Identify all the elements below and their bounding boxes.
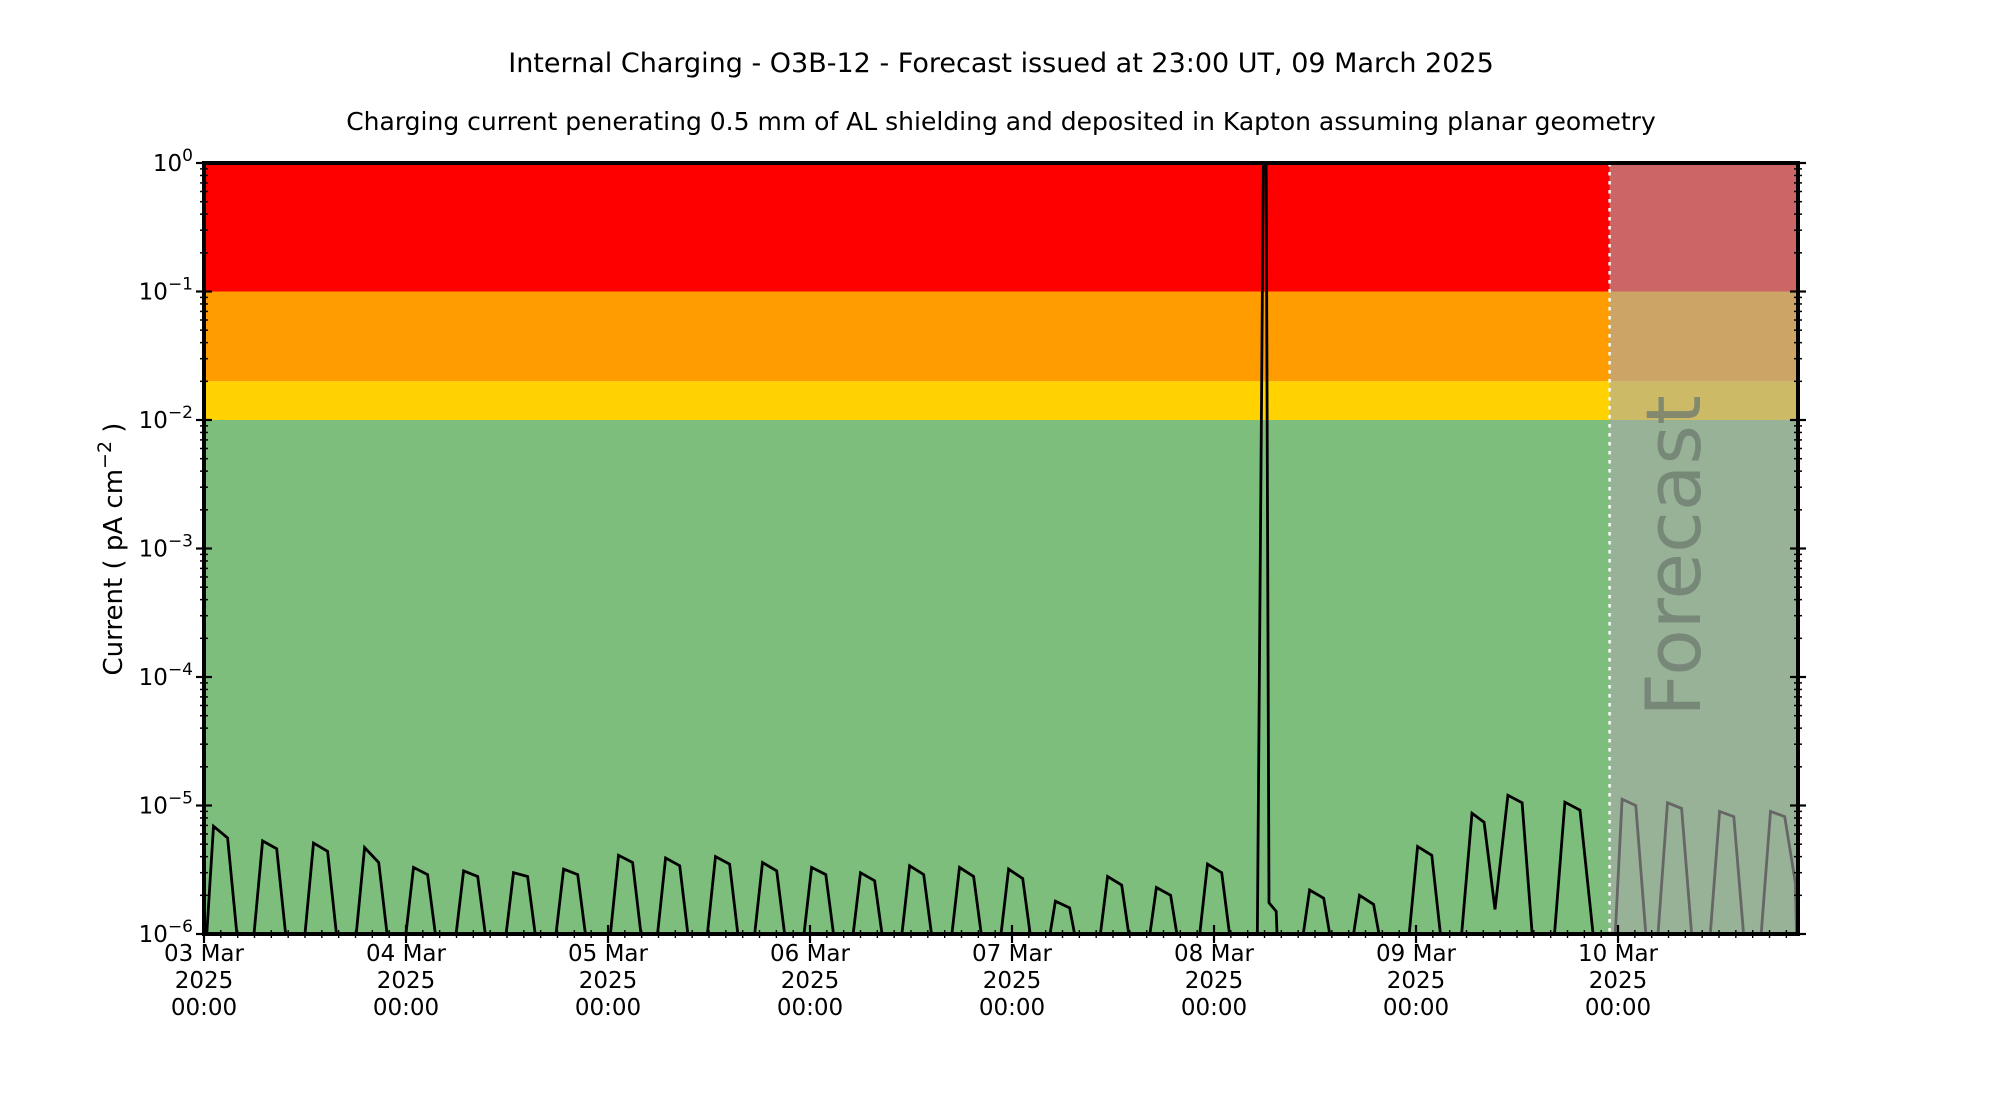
y-tick-label: 10−3 (139, 532, 193, 563)
x-tick-label: 00:00 (1383, 995, 1449, 1021)
y-tick-label: 10−5 (139, 789, 193, 820)
x-tick-label: 09 Mar (1376, 941, 1457, 967)
x-tick-label: 2025 (377, 968, 436, 994)
y-tick-label: 10−4 (139, 660, 193, 691)
y-tick-label: 10−1 (139, 275, 193, 306)
x-tick-label: 00:00 (1181, 995, 1247, 1021)
x-tick-label: 2025 (1185, 968, 1244, 994)
x-tick-label: 2025 (1387, 968, 1446, 994)
x-tick-label: 10 Mar (1578, 941, 1659, 967)
x-tick-label: 06 Mar (770, 941, 851, 967)
band-yellow-alert (204, 381, 1798, 420)
x-tick-label: 08 Mar (1174, 941, 1255, 967)
x-tick-label: 2025 (983, 968, 1042, 994)
band-green-safe (204, 420, 1798, 934)
x-tick-label: 00:00 (373, 995, 439, 1021)
x-tick-label: 2025 (781, 968, 840, 994)
forecast-watermark: Forecast (1629, 395, 1718, 717)
chart-subtitle: Charging current penerating 0.5 mm of AL… (346, 107, 1656, 136)
x-tick-label: 05 Mar (568, 941, 649, 967)
x-tick-label: 00:00 (575, 995, 641, 1021)
plot-border (202, 161, 1800, 936)
x-tick-label: 00:00 (979, 995, 1045, 1021)
x-tick-label: 00:00 (171, 995, 237, 1021)
x-tick-label: 04 Mar (366, 941, 447, 967)
data-line-charging-current (205, 163, 1798, 934)
threshold-bands-layer (204, 163, 1798, 934)
x-tick-label: 00:00 (1585, 995, 1651, 1021)
x-tick-label: 07 Mar (972, 941, 1053, 967)
y-tick-label: 10−2 (139, 403, 193, 434)
band-orange-alert (204, 291, 1798, 382)
band-red-alert (204, 163, 1798, 292)
forecast-overlay (1609, 163, 1798, 934)
forecast-overlay-layer (1608, 163, 1798, 934)
x-tick-label: 2025 (175, 968, 234, 994)
y-tick-label: 100 (153, 146, 193, 177)
text-layer: Internal Charging - O3B-12 - Forecast is… (94, 48, 1718, 717)
y-axis-label: Current ( pA cm−2 ) (94, 423, 129, 676)
chart-title: Internal Charging - O3B-12 - Forecast is… (508, 48, 1494, 79)
x-tick-label: 2025 (1589, 968, 1648, 994)
x-tick-label: 2025 (579, 968, 638, 994)
data-series-layer (205, 163, 1798, 934)
x-tick-label: 03 Mar (164, 941, 245, 967)
x-tick-label: 00:00 (777, 995, 843, 1021)
